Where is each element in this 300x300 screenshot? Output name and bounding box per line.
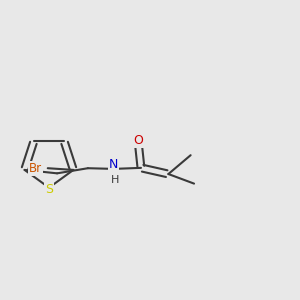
Text: Br: Br — [28, 162, 42, 175]
Text: N: N — [109, 158, 118, 171]
Text: H: H — [111, 175, 119, 185]
Text: O: O — [133, 134, 143, 147]
Text: S: S — [45, 183, 53, 196]
